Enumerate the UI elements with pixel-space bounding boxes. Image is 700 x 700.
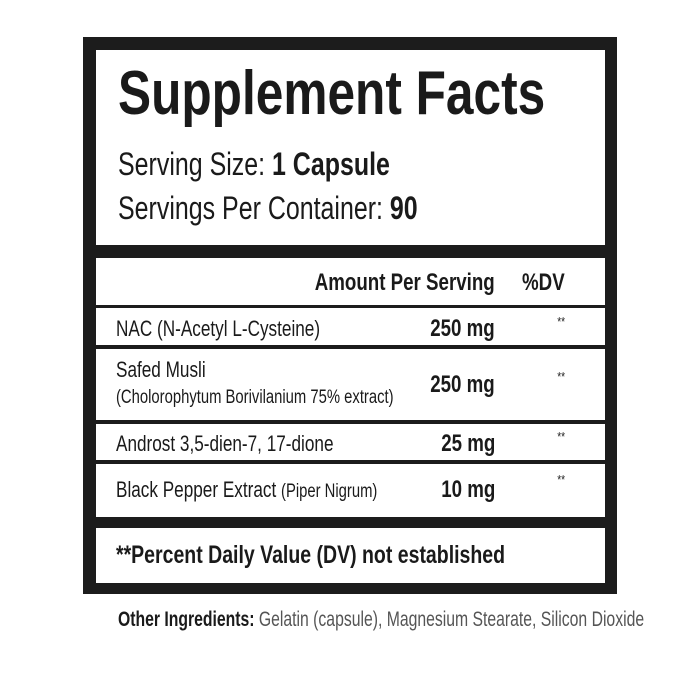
ingredient-amount: 25 mg xyxy=(440,430,495,457)
ingredient-amount: 250 mg xyxy=(430,315,495,342)
table-row: Black Pepper Extract (Piper Nigrum) 10 m… xyxy=(96,464,605,517)
ingredient-name: Black Pepper Extract (Piper Nigrum) xyxy=(116,477,377,503)
title-section: Supplement Facts Serving Size: 1 Capsule… xyxy=(96,50,605,245)
ingredient-amount: 250 mg xyxy=(430,371,495,398)
ingredient-name: Androst 3,5-dien-7, 17-dione xyxy=(116,431,334,456)
other-ingredients-value: Gelatin (capsule), Magnesium Stearate, S… xyxy=(258,608,645,631)
ingredient-subtitle: (Cholorophytum Borivilanium 75% extract) xyxy=(116,387,394,408)
ingredient-name: Safed Musli xyxy=(116,357,206,382)
ingredient-name-main: Black Pepper Extract xyxy=(116,477,277,502)
table-row: Androst 3,5-dien-7, 17-dione 25 mg ** xyxy=(96,424,605,460)
ingredient-subtitle: (Piper Nigrum) xyxy=(281,481,378,502)
serving-size-label: Serving Size: xyxy=(118,146,266,182)
ingredient-dv: ** xyxy=(557,369,565,384)
ingredient-dv: ** xyxy=(557,429,565,444)
other-ingredients-label: Other Ingredients: xyxy=(118,608,255,631)
ingredient-amount: 10 mg xyxy=(440,476,495,503)
dv-header: %DV xyxy=(522,269,565,296)
ingredient-dv: ** xyxy=(557,314,565,329)
serving-size: Serving Size: 1 Capsule xyxy=(118,146,390,183)
servings-label: Servings Per Container: xyxy=(118,190,383,226)
amount-header: Amount Per Serving xyxy=(315,269,495,296)
serving-size-value: 1 Capsule xyxy=(271,146,390,182)
ingredients-table: Amount Per Serving %DV NAC (N-Acetyl L-C… xyxy=(96,258,605,517)
other-ingredients: Other Ingredients: Gelatin (capsule), Ma… xyxy=(118,606,658,633)
servings-value: 90 xyxy=(389,190,418,226)
footnote-section: **Percent Daily Value (DV) not establish… xyxy=(96,528,605,583)
ingredient-dv: ** xyxy=(557,472,565,487)
title: Supplement Facts xyxy=(118,59,546,128)
footnote: **Percent Daily Value (DV) not establish… xyxy=(116,541,506,569)
servings-per-container: Servings Per Container: 90 xyxy=(118,190,418,227)
table-header: Amount Per Serving %DV xyxy=(96,258,605,305)
table-row: NAC (N-Acetyl L-Cysteine) 250 mg ** xyxy=(96,308,605,345)
supplement-facts-panel: Supplement Facts Serving Size: 1 Capsule… xyxy=(83,37,617,594)
ingredient-name: NAC (N-Acetyl L-Cysteine) xyxy=(116,316,321,341)
table-row: Safed Musli (Cholorophytum Borivilanium … xyxy=(96,349,605,420)
